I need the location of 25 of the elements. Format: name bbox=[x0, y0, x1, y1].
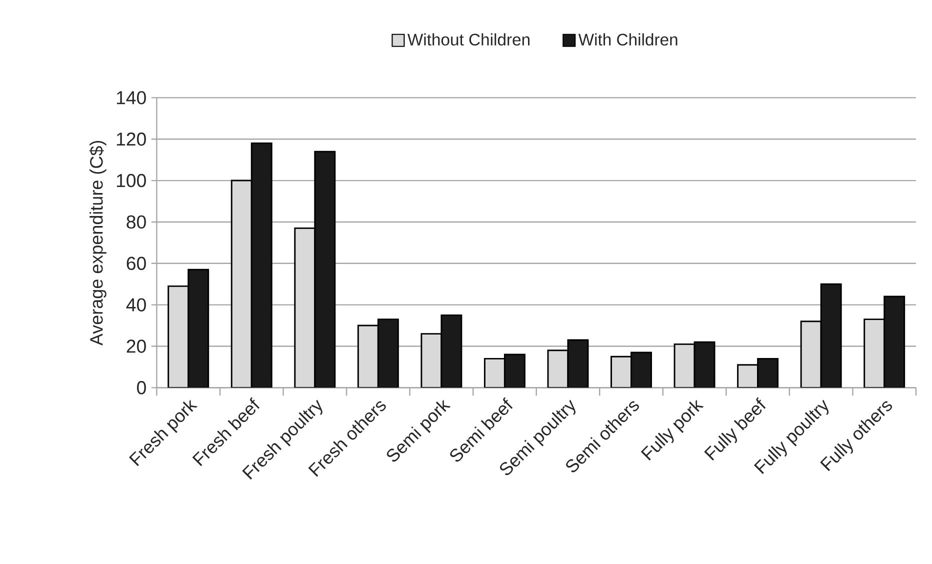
bar bbox=[378, 319, 398, 388]
bar bbox=[421, 334, 442, 388]
bar bbox=[294, 228, 315, 388]
legend-label: Without Children bbox=[407, 33, 530, 46]
y-tick-label: 120 bbox=[116, 132, 146, 146]
bar bbox=[358, 326, 378, 388]
bar bbox=[801, 321, 822, 388]
y-tick-label: 40 bbox=[126, 298, 146, 312]
y-axis-title: Average expenditure (C$) bbox=[89, 140, 106, 346]
legend-label: With Children bbox=[578, 33, 678, 46]
y-tick-label: 140 bbox=[116, 91, 146, 104]
bar bbox=[884, 296, 906, 388]
y-tick-label: 80 bbox=[126, 215, 146, 229]
y-tick-label: 20 bbox=[126, 340, 146, 353]
bar bbox=[821, 284, 842, 388]
y-tick-label: 0 bbox=[137, 381, 146, 394]
y-tick-label: 100 bbox=[116, 174, 146, 188]
bar bbox=[188, 270, 208, 388]
bar bbox=[314, 152, 335, 388]
bar bbox=[252, 143, 272, 388]
bar bbox=[864, 318, 886, 388]
y-tick-label: 60 bbox=[126, 256, 146, 270]
bar bbox=[441, 315, 462, 388]
bar bbox=[168, 286, 188, 388]
bar bbox=[232, 180, 252, 388]
